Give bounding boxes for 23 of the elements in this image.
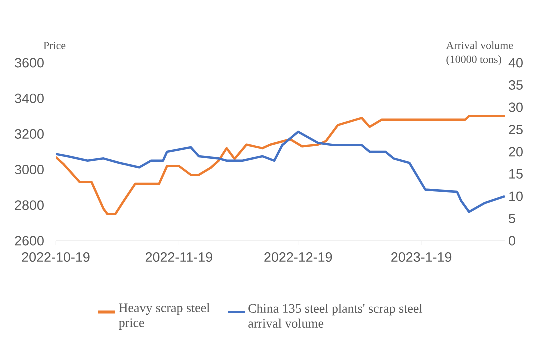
line-series [56,115,506,216]
x-tick-label: 2022-10-19 [22,252,90,262]
y-tick-label: 2800 [15,200,44,210]
legend-label: Heavy scrap steel price [119,303,210,330]
x-tick-label: 2022-12-19 [264,252,332,262]
y-tick-label: 3400 [15,94,44,104]
legend-label: China 135 steel plants' scrap steel arrival volume [248,304,423,328]
y2-tick-label: 40 [508,58,523,68]
y-tick-label: 3000 [15,165,44,175]
y-tick-label: 3600 [15,58,44,68]
y-tick-label: 3200 [15,129,44,139]
y2-tick-label: 5 [509,214,516,224]
y-tick-label: 2600 [15,236,44,246]
x-tick-label: 2022-11-19 [146,252,212,262]
y2-tick-label: 25 [509,124,523,135]
y2-tick-label: 10 [510,192,523,202]
x-tick-label: 2023-1-19 [392,252,452,262]
y2-tick-label: 30 [509,102,523,112]
y2-tick-label: 15 [510,170,523,179]
y-axis-title: Price [44,42,66,50]
y2-tick-label: 0 [509,236,516,246]
y2-tick-label: 20 [509,147,523,157]
y2-tick-label: 35 [509,80,523,90]
